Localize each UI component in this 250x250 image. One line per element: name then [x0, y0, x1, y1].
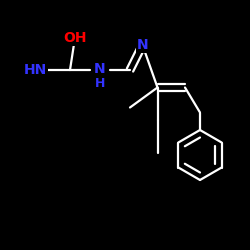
- Text: N: N: [137, 38, 148, 52]
- Text: N: N: [94, 62, 106, 76]
- Text: H: H: [95, 77, 105, 90]
- Text: OH: OH: [63, 30, 87, 44]
- Text: HN: HN: [24, 63, 46, 77]
